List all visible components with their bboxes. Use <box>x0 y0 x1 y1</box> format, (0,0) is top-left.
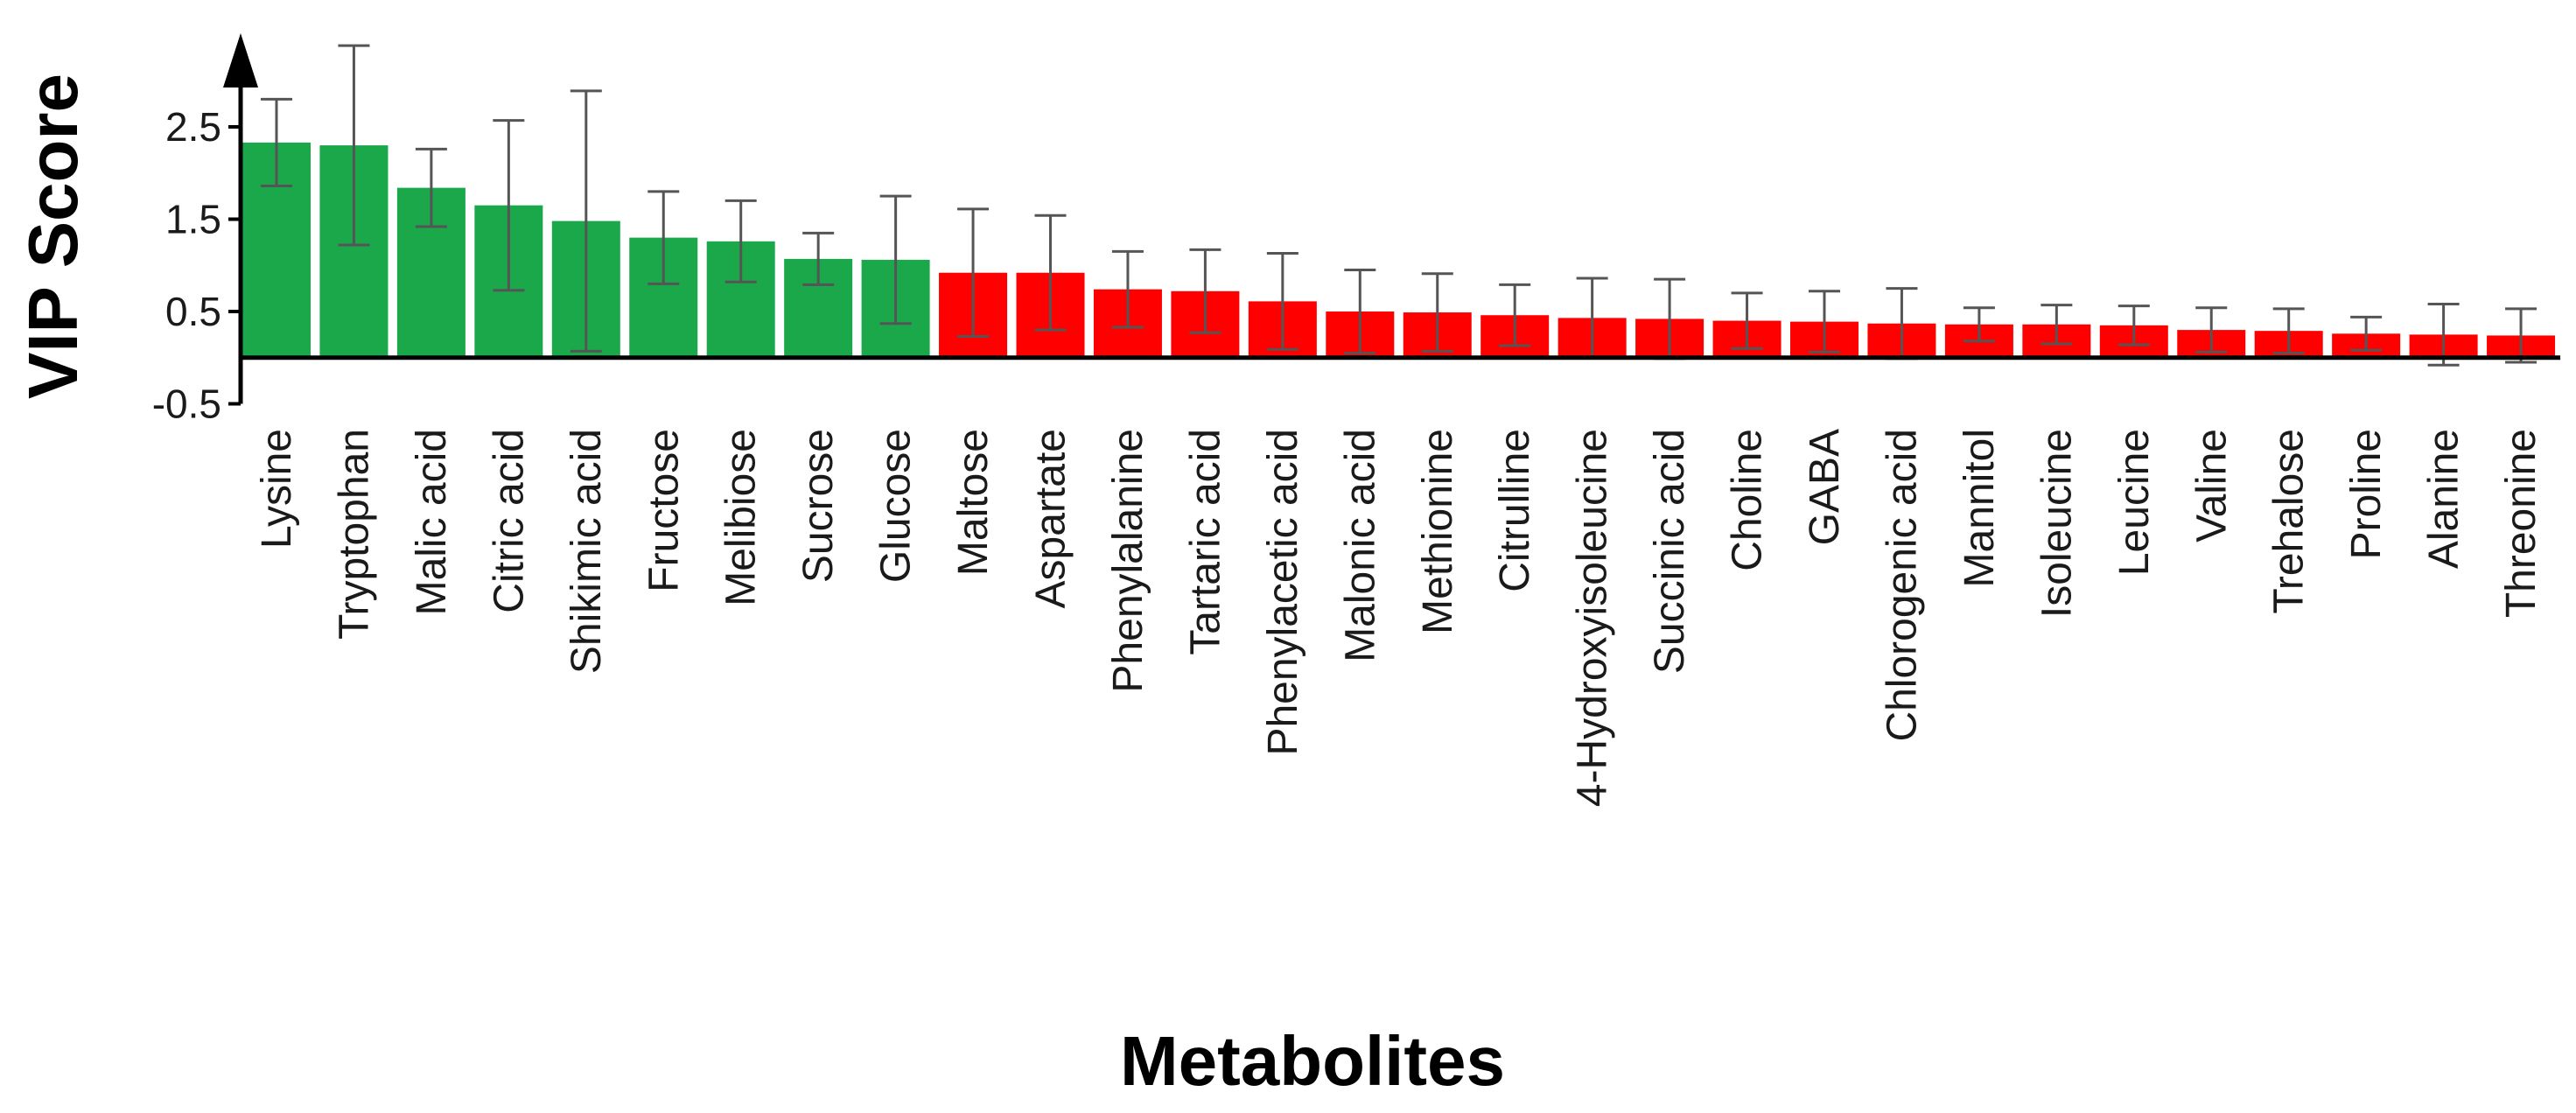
x-tick-label: Shikimic acid <box>564 429 610 674</box>
x-tick-label: Maltose <box>950 429 997 576</box>
error-bar <box>957 207 990 338</box>
error-bar <box>1344 269 1376 354</box>
x-tick-label: Tartaric acid <box>1182 429 1228 655</box>
x-tick-label: Alanine <box>2421 429 2468 569</box>
x-tick-label: Tryptophan <box>331 429 377 640</box>
error-bar <box>493 119 525 292</box>
y-tick-label: 0.5 <box>165 289 221 334</box>
error-bar <box>1731 291 1763 350</box>
error-bar <box>1266 252 1298 351</box>
x-tick-label: Malic acid <box>409 429 455 615</box>
error-bar <box>724 199 757 284</box>
error-bar <box>1809 290 1840 354</box>
error-bar <box>338 44 370 247</box>
x-tick-label: Citrulline <box>1492 429 1538 592</box>
x-tick-label: Mannitol <box>1956 429 2003 587</box>
y-ticks: -0.5 0.5 1.5 2.5 <box>152 104 241 427</box>
x-tick-label: Methionine <box>1415 429 1461 634</box>
x-axis-title: Metabolites <box>1120 1022 1505 1100</box>
y-axis-arrow-icon <box>223 33 258 88</box>
x-tick-label: Fructose <box>640 429 687 592</box>
error-bar <box>1189 248 1222 334</box>
x-tick-label: Proline <box>2343 429 2390 559</box>
error-bars-layer <box>261 44 2538 367</box>
x-tick-label: Isoleucine <box>2034 429 2080 618</box>
bars-layer <box>242 142 2556 358</box>
x-tick-label: Malonic acid <box>1337 429 1383 662</box>
error-bar <box>802 231 835 286</box>
error-bar <box>415 147 447 228</box>
error-bar <box>2350 315 2383 352</box>
error-bar <box>1034 214 1067 332</box>
error-bar <box>1421 272 1453 353</box>
error-bar <box>570 89 602 353</box>
error-bar <box>2195 306 2228 354</box>
x-tick-label: Phenylalanine <box>1105 429 1152 693</box>
error-bar <box>2040 304 2073 346</box>
x-tick-label: 4-Hydroxyisoleucine <box>1570 429 1616 807</box>
x-tick-label: Glucose <box>873 429 920 583</box>
error-bar <box>261 97 292 188</box>
error-bar <box>2505 307 2538 364</box>
error-bar <box>879 194 912 326</box>
x-category-labels: Lysine Tryptophan Malic acid Citric acid Shi… <box>254 429 2544 807</box>
y-axis-title: VIP Score <box>14 74 92 399</box>
x-tick-label: Chlorogenic acid <box>1879 429 1925 742</box>
error-bar <box>2118 304 2150 346</box>
y-tick-label: 1.5 <box>165 197 221 242</box>
error-bar <box>2427 303 2460 367</box>
x-tick-label: GABA <box>1802 429 1848 545</box>
y-tick-label: -0.5 <box>152 382 221 427</box>
error-bar <box>1111 249 1144 329</box>
x-tick-label: Citric acid <box>486 429 532 613</box>
x-tick-label: Melibiose <box>718 429 765 606</box>
axes-layer <box>223 33 2561 404</box>
x-tick-label: Lysine <box>254 429 300 549</box>
error-bar <box>648 190 680 285</box>
x-tick-label: Threonine <box>2498 429 2544 618</box>
x-tick-label: Sucrose <box>795 429 842 583</box>
error-bar <box>1963 306 1995 343</box>
x-tick-label: Choline <box>1725 429 1771 571</box>
x-tick-label: Succinic acid <box>1647 429 1693 674</box>
x-tick-label: Aspartate <box>1028 429 1074 608</box>
x-tick-label: Phenylacetic acid <box>1260 429 1306 756</box>
x-tick-label: Valine <box>2188 429 2235 542</box>
x-tick-label: Trehalose <box>2266 429 2313 614</box>
y-tick-label: 2.5 <box>165 104 221 150</box>
error-bar <box>2272 307 2305 354</box>
error-bar <box>1499 283 1531 347</box>
x-tick-label: Leucine <box>2111 429 2158 576</box>
